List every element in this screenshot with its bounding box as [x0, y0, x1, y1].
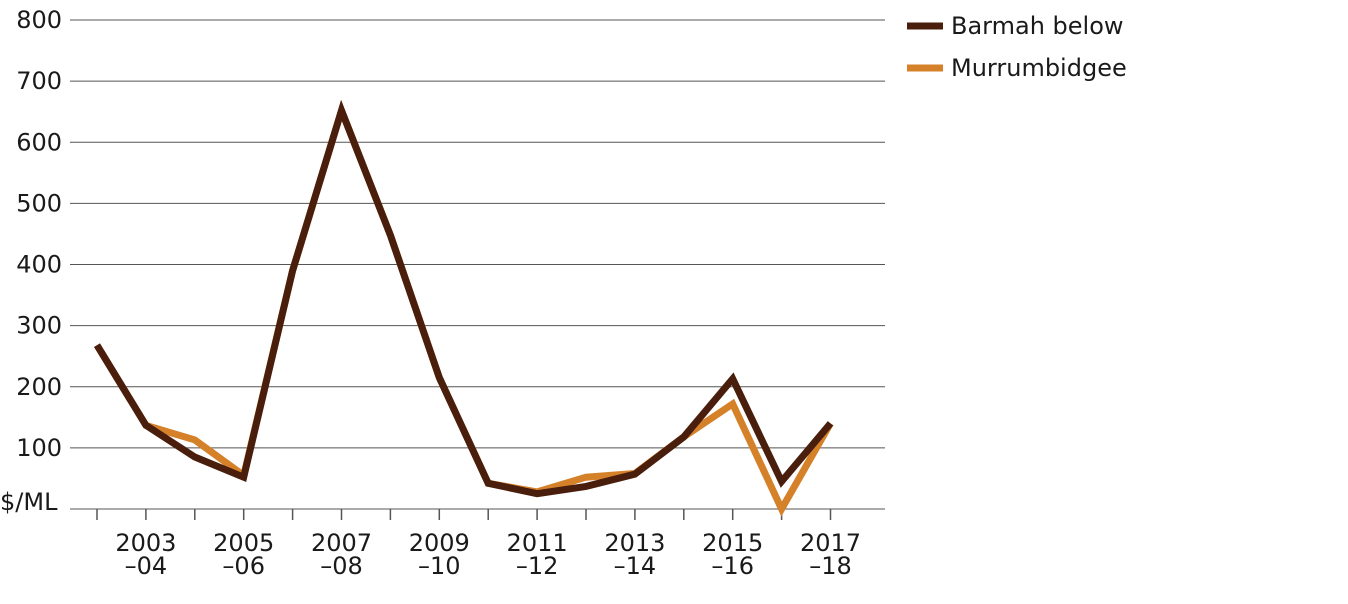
legend-label: Barmah below	[951, 12, 1124, 40]
y-tick-label: 100	[16, 434, 62, 462]
x-tick-label: 2003	[115, 529, 176, 557]
y-tick-label: 600	[16, 128, 62, 156]
y-axis: 100 200 300 400 500 600 700 800	[16, 6, 62, 462]
legend-label: Murrumbidgee	[951, 54, 1127, 82]
y-tick-label: 500	[16, 189, 62, 217]
y-tick-label: 200	[16, 373, 62, 401]
x-axis: 2003–042005–062007–082009–102011–122013–…	[70, 508, 885, 580]
x-tick-label: 2011	[507, 529, 568, 557]
series-line-barmah-below	[94, 99, 834, 498]
x-tick-label: 2013	[604, 529, 665, 557]
y-axis-label: $/ML	[0, 488, 58, 516]
grid-lines	[70, 19, 885, 449]
legend: Barmah below Murrumbidgee	[907, 12, 1127, 82]
x-tick-label: –10	[418, 552, 461, 580]
y-tick-label: 800	[16, 6, 62, 34]
x-tick-label: –14	[614, 552, 657, 580]
x-tick-label: 2007	[311, 529, 372, 557]
x-tick-label: 2009	[409, 529, 470, 557]
x-tick-label: –18	[809, 552, 852, 580]
x-tick-label: –08	[320, 552, 363, 580]
series-lines	[94, 99, 834, 517]
x-tick-label: –06	[222, 552, 265, 580]
x-tick-label: –12	[516, 552, 559, 580]
x-tick-label: 2015	[702, 529, 763, 557]
x-tick-label: 2017	[800, 529, 861, 557]
y-tick-label: 700	[16, 67, 62, 95]
y-tick-label: 300	[16, 312, 62, 340]
y-tick-label: 400	[16, 251, 62, 279]
series-line-murrumbidgee	[94, 99, 834, 517]
x-tick-label: –04	[125, 552, 168, 580]
x-tick-label: –16	[711, 552, 754, 580]
x-tick-label: 2005	[213, 529, 274, 557]
